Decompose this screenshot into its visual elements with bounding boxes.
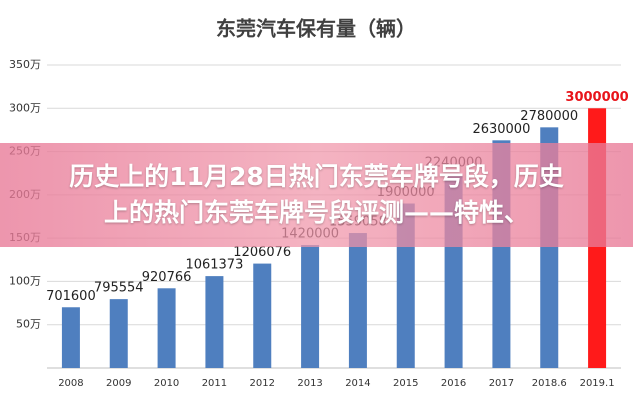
- y-tick-label: 350万: [9, 58, 41, 71]
- x-tick-label: 2012: [250, 378, 275, 389]
- value-label: 920766: [142, 270, 192, 285]
- x-tick-label: 2010: [154, 378, 179, 389]
- x-tick-label: 2017: [489, 378, 514, 389]
- x-tick-label: 2011: [202, 378, 227, 389]
- x-tick-label: 2009: [106, 378, 131, 389]
- value-label: 3000000: [565, 90, 628, 105]
- value-label: 1061373: [185, 258, 243, 273]
- x-tick-label: 2016: [441, 378, 466, 389]
- bar: [301, 245, 320, 368]
- chart-title: 东莞汽车保有量（辆）: [216, 17, 416, 41]
- value-label: 795554: [94, 281, 144, 296]
- x-tick-label: 2015: [393, 378, 418, 389]
- x-tick-label: 2008: [58, 378, 83, 389]
- x-tick-label: 2013: [297, 378, 322, 389]
- x-tick-label: 2019.1: [580, 378, 615, 389]
- banner: 历史上的11月28日热门东莞车牌号段，历史 上的热门东莞车牌号段评测——特性、: [0, 143, 633, 247]
- y-tick-label: 50万: [16, 318, 41, 331]
- y-tick-label: 100万: [9, 274, 41, 287]
- banner-line: 上的热门东莞车牌号段评测——特性、: [103, 198, 529, 227]
- value-label: 1206076: [233, 245, 291, 260]
- y-tick-label: 300万: [9, 101, 41, 114]
- value-label: 701600: [46, 289, 96, 304]
- bar: [109, 299, 128, 368]
- value-label: 2780000: [520, 109, 578, 124]
- bar: [157, 288, 176, 368]
- bar: [61, 307, 80, 368]
- banner-line: 历史上的11月28日热门东莞车牌号段，历史: [69, 162, 564, 191]
- bar: [253, 263, 272, 368]
- x-tick-label: 2018.6: [532, 378, 567, 389]
- value-label: 2630000: [472, 122, 530, 137]
- bar: [348, 233, 367, 368]
- x-tick-label: 2014: [345, 378, 370, 389]
- bar: [205, 276, 224, 368]
